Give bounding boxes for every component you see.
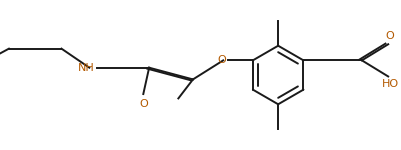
Text: O: O bbox=[139, 99, 148, 109]
Text: HO: HO bbox=[382, 80, 399, 89]
Text: NH: NH bbox=[78, 63, 95, 73]
Text: O: O bbox=[217, 55, 226, 65]
Text: O: O bbox=[386, 31, 395, 41]
